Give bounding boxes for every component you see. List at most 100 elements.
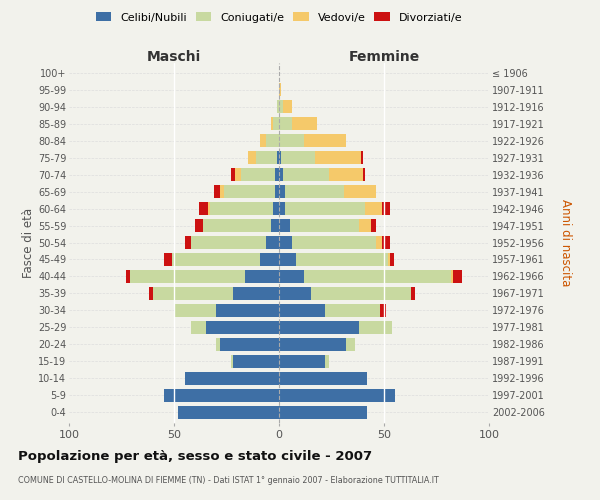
Bar	[346, 338, 355, 351]
Bar	[279, 406, 367, 419]
Bar	[231, 168, 235, 181]
Text: COMUNE DI CASTELLO-MOLINA DI FIEMME (TN) - Dati ISTAT 1° gennaio 2007 - Elaboraz: COMUNE DI CASTELLO-MOLINA DI FIEMME (TN)…	[18, 476, 439, 485]
Text: Popolazione per età, sesso e stato civile - 2007: Popolazione per età, sesso e stato civil…	[18, 450, 372, 463]
Bar	[195, 219, 203, 232]
Bar	[256, 151, 277, 164]
Y-axis label: Anni di nascita: Anni di nascita	[559, 199, 572, 286]
Bar	[304, 134, 346, 147]
Bar	[388, 253, 391, 266]
Bar	[277, 151, 279, 164]
Bar	[279, 270, 304, 283]
Y-axis label: Fasce di età: Fasce di età	[22, 208, 35, 278]
Bar	[271, 219, 279, 232]
Bar	[153, 287, 233, 300]
Bar	[126, 270, 130, 283]
Bar	[172, 253, 260, 266]
Bar	[164, 253, 172, 266]
Bar	[279, 134, 304, 147]
Bar	[191, 321, 205, 334]
Bar	[376, 236, 382, 249]
Bar	[359, 219, 371, 232]
Bar	[203, 219, 271, 232]
Bar	[371, 219, 376, 232]
Bar	[214, 185, 220, 198]
Bar	[210, 202, 272, 215]
Bar	[359, 321, 392, 334]
Bar	[260, 134, 266, 147]
Bar	[283, 168, 329, 181]
Bar	[279, 321, 359, 334]
Bar	[266, 236, 279, 249]
Bar	[185, 372, 279, 385]
Text: Maschi: Maschi	[147, 50, 201, 64]
Bar	[216, 338, 220, 351]
Bar	[279, 219, 290, 232]
Bar	[199, 202, 208, 215]
Bar	[292, 117, 317, 130]
Text: Femmine: Femmine	[349, 50, 419, 64]
Bar	[178, 406, 279, 419]
Bar	[279, 388, 395, 402]
Bar	[281, 151, 315, 164]
Bar	[208, 202, 210, 215]
Bar	[149, 287, 153, 300]
Bar	[361, 151, 363, 164]
Bar	[205, 321, 279, 334]
Bar	[279, 100, 283, 114]
Bar	[224, 185, 275, 198]
Bar	[272, 202, 279, 215]
Bar	[363, 168, 365, 181]
Bar	[279, 151, 281, 164]
Bar	[279, 372, 367, 385]
Bar	[382, 202, 390, 215]
Bar	[296, 253, 388, 266]
Bar	[220, 185, 224, 198]
Bar	[412, 287, 415, 300]
Legend: Celibi/Nubili, Coniugati/e, Vedovi/e, Divorziati/e: Celibi/Nubili, Coniugati/e, Vedovi/e, Di…	[96, 12, 462, 22]
Bar	[272, 117, 279, 130]
Bar	[390, 253, 395, 266]
Bar	[279, 236, 292, 249]
Bar	[454, 270, 462, 283]
Bar	[279, 338, 346, 351]
Bar	[380, 304, 386, 317]
Bar	[271, 117, 272, 130]
Bar	[286, 202, 365, 215]
Bar	[185, 236, 191, 249]
Bar	[235, 168, 241, 181]
Bar	[292, 236, 376, 249]
Bar	[275, 168, 279, 181]
Bar	[275, 185, 279, 198]
Bar	[248, 151, 256, 164]
Bar	[304, 270, 451, 283]
Bar	[279, 117, 292, 130]
Bar	[130, 270, 245, 283]
Bar	[283, 100, 292, 114]
Bar	[191, 236, 266, 249]
Bar	[365, 202, 382, 215]
Bar	[311, 287, 412, 300]
Bar	[279, 83, 281, 96]
Bar	[277, 100, 279, 114]
Bar	[279, 202, 286, 215]
Bar	[279, 253, 296, 266]
Bar	[233, 354, 279, 368]
Bar	[216, 304, 279, 317]
Bar	[325, 354, 329, 368]
Bar	[260, 253, 279, 266]
Bar	[279, 168, 283, 181]
Bar	[220, 338, 279, 351]
Bar	[329, 168, 363, 181]
Bar	[279, 185, 286, 198]
Bar	[279, 287, 311, 300]
Bar	[245, 270, 279, 283]
Bar	[233, 287, 279, 300]
Bar	[325, 304, 380, 317]
Bar	[344, 185, 376, 198]
Bar	[314, 151, 361, 164]
Bar	[279, 354, 325, 368]
Bar	[241, 168, 275, 181]
Bar	[266, 134, 279, 147]
Bar	[174, 304, 216, 317]
Bar	[231, 354, 233, 368]
